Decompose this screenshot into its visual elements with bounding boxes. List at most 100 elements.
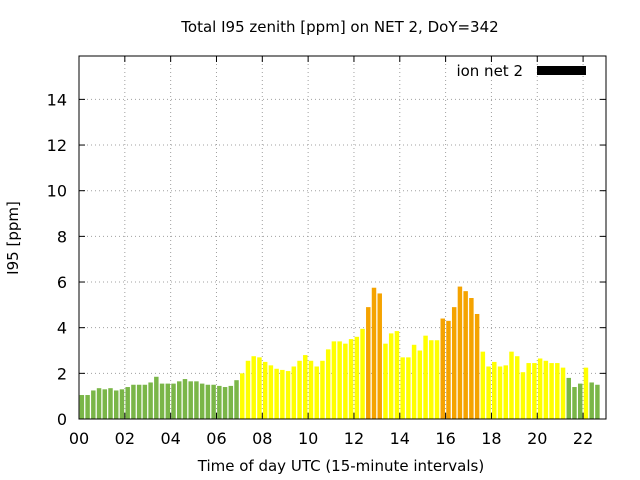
bar xyxy=(429,340,434,419)
bar xyxy=(480,351,486,419)
x-tick-label: 06 xyxy=(206,429,226,448)
bar xyxy=(371,287,377,419)
bar xyxy=(463,291,468,419)
bar xyxy=(537,358,543,419)
bar xyxy=(199,383,205,419)
bar xyxy=(583,367,589,419)
bar xyxy=(526,363,531,419)
bar xyxy=(572,387,577,419)
bar xyxy=(159,383,165,419)
y-tick-label: 14 xyxy=(47,90,67,109)
bar xyxy=(474,313,480,419)
bar xyxy=(589,382,594,419)
bar xyxy=(520,372,526,419)
bar xyxy=(291,366,297,419)
bar xyxy=(245,360,251,419)
bar xyxy=(285,371,291,419)
bar xyxy=(119,389,125,419)
bar xyxy=(320,360,325,419)
bar xyxy=(411,344,417,419)
bar xyxy=(188,381,193,419)
bar xyxy=(434,340,440,419)
bar xyxy=(343,343,348,419)
x-tick-labels: 00 02 04 06 08 10 12 14 16 18 20 22 xyxy=(69,429,593,448)
bar xyxy=(177,381,182,419)
bar xyxy=(566,377,572,419)
bar xyxy=(337,341,342,419)
bar xyxy=(268,365,274,419)
bar xyxy=(308,360,314,419)
bar xyxy=(194,381,199,419)
x-tick-label: 12 xyxy=(344,429,364,448)
bar xyxy=(423,335,428,419)
y-tick-label: 12 xyxy=(47,136,67,155)
bar xyxy=(595,384,600,419)
x-tick-label: 18 xyxy=(481,429,501,448)
bar xyxy=(514,356,520,419)
bar xyxy=(366,307,371,419)
y-axis-title: I95 [ppm] xyxy=(4,201,22,275)
x-tick-label: 22 xyxy=(573,429,593,448)
bar xyxy=(262,361,268,419)
bar xyxy=(96,388,102,419)
bar xyxy=(446,320,451,419)
legend-label: ion net 2 xyxy=(456,62,523,80)
bar xyxy=(532,363,537,419)
x-tick-label: 10 xyxy=(298,429,318,448)
bar xyxy=(457,286,463,419)
plot-frame xyxy=(78,55,607,420)
x-tick-label: 00 xyxy=(69,429,89,448)
bar xyxy=(234,380,239,419)
bar xyxy=(148,382,153,419)
bar xyxy=(577,383,583,419)
y-tick-label: 2 xyxy=(57,364,67,383)
bar xyxy=(240,373,245,419)
bar xyxy=(274,368,279,419)
bar xyxy=(440,318,445,419)
x-axis-title: Time of day UTC (15-minute intervals) xyxy=(197,457,484,475)
axis-ticks xyxy=(78,56,606,420)
bar xyxy=(217,385,222,419)
bar xyxy=(182,379,188,419)
bar xyxy=(113,390,119,419)
bar xyxy=(348,339,354,419)
bar xyxy=(222,387,228,419)
bar xyxy=(549,363,554,419)
bar xyxy=(91,390,96,419)
y-tick-label: 8 xyxy=(57,227,67,246)
bar xyxy=(451,307,457,419)
bar xyxy=(280,369,285,419)
y-tick-label: 0 xyxy=(57,410,67,429)
bar xyxy=(165,383,171,419)
bar xyxy=(400,357,405,419)
x-tick-label: 14 xyxy=(390,429,410,448)
bar xyxy=(79,395,85,419)
bar xyxy=(125,387,130,419)
bar xyxy=(136,384,142,419)
bar xyxy=(555,363,560,419)
bar xyxy=(360,328,365,419)
x-tick-label: 04 xyxy=(160,429,180,448)
bar xyxy=(560,367,566,419)
bar xyxy=(543,360,549,419)
bar xyxy=(509,351,514,419)
bar xyxy=(228,385,234,419)
x-tick-label: 02 xyxy=(115,429,135,448)
x-tick-label: 16 xyxy=(435,429,455,448)
x-tick-label: 20 xyxy=(527,429,547,448)
bar xyxy=(486,366,491,419)
bar xyxy=(142,384,148,419)
bar xyxy=(108,388,113,419)
bar xyxy=(251,356,256,419)
bar xyxy=(297,360,302,419)
legend-swatch xyxy=(537,66,586,75)
bar xyxy=(102,389,108,419)
y-tick-label: 6 xyxy=(57,273,67,292)
bar xyxy=(394,331,400,419)
bar xyxy=(417,350,423,419)
bar xyxy=(303,355,308,419)
bar xyxy=(331,341,337,419)
bar xyxy=(377,293,382,419)
bar xyxy=(131,384,136,419)
